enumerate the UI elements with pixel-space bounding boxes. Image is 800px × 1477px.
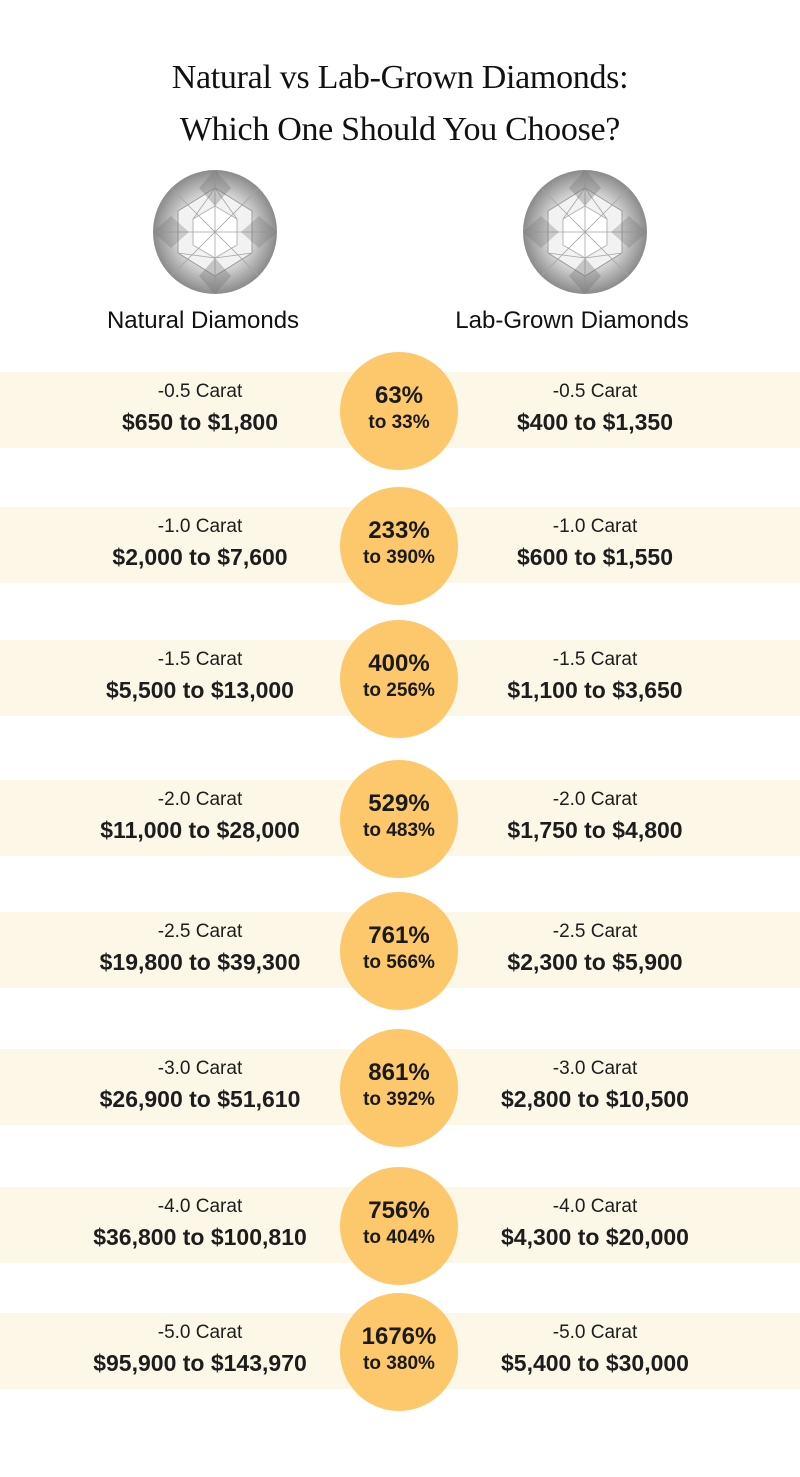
- lab-cell: -1.0 Carat $600 to $1,550: [430, 513, 760, 573]
- lab-carat: -4.0 Carat: [552, 1196, 638, 1217]
- percentage-badge: 529% to 483%: [340, 760, 458, 878]
- percentage-bottom: to 33%: [368, 412, 430, 433]
- percentage-top: 761%: [368, 922, 430, 949]
- percentage-top: 400%: [368, 650, 430, 677]
- natural-cell: -0.5 Carat $650 to $1,800: [35, 378, 365, 438]
- natural-cell: -2.0 Carat $11,000 to $28,000: [35, 786, 365, 846]
- lab-cell: -4.0 Carat $4,300 to $20,000: [430, 1193, 760, 1253]
- lab-carat: -3.0 Carat: [552, 1058, 638, 1079]
- natural-carat: -1.5 Carat: [157, 649, 243, 670]
- comparison-row-3-0ct: -3.0 Carat $26,900 to $51,610 861% to 39…: [0, 1029, 800, 1147]
- natural-carat: -1.0 Carat: [157, 516, 243, 537]
- comparison-row-2-5ct: -2.5 Carat $19,800 to $39,300 761% to 56…: [0, 892, 800, 1010]
- percentage-bottom: to 256%: [363, 680, 435, 701]
- percentage-top: 529%: [368, 790, 430, 817]
- lab-cell: -5.0 Carat $5,400 to $30,000: [430, 1319, 760, 1379]
- natural-price: $19,800 to $39,300: [99, 949, 301, 975]
- percentage-bottom: to 380%: [363, 1353, 435, 1374]
- lab-cell: -2.5 Carat $2,300 to $5,900: [430, 918, 760, 978]
- natural-cell: -3.0 Carat $26,900 to $51,610: [35, 1055, 365, 1115]
- natural-carat: -2.0 Carat: [157, 789, 243, 810]
- natural-cell: -2.5 Carat $19,800 to $39,300: [35, 918, 365, 978]
- percentage-top: 63%: [374, 382, 424, 409]
- lab-price: $400 to $1,350: [516, 409, 673, 435]
- comparison-row-2-0ct: -2.0 Carat $11,000 to $28,000 529% to 48…: [0, 760, 800, 878]
- lab-price: $2,800 to $10,500: [501, 1086, 689, 1112]
- lab-carat: -5.0 Carat: [552, 1322, 638, 1343]
- natural-price: $650 to $1,800: [121, 409, 278, 435]
- lab-carat: -2.5 Carat: [552, 921, 638, 942]
- percentage-badge: 761% to 566%: [340, 892, 458, 1010]
- natural-cell: -1.5 Carat $5,500 to $13,000: [35, 646, 365, 706]
- comparison-row-1-5ct: -1.5 Carat $5,500 to $13,000 400% to 256…: [0, 620, 800, 738]
- comparison-row-1-0ct: -1.0 Carat $2,000 to $7,600 233% to 390%…: [0, 487, 800, 605]
- comparison-row-0-5ct: -0.5 Carat $650 to $1,800 63% to 33% -0.…: [0, 352, 800, 470]
- percentage-badge: 400% to 256%: [340, 620, 458, 738]
- lab-cell: -3.0 Carat $2,800 to $10,500: [430, 1055, 760, 1115]
- lab-cell: -2.0 Carat $1,750 to $4,800: [430, 786, 760, 846]
- comparison-row-5-0ct: -5.0 Carat $95,900 to $143,970 1676% to …: [0, 1293, 800, 1411]
- lab-price: $1,100 to $3,650: [507, 677, 683, 703]
- natural-carat: -5.0 Carat: [157, 1322, 243, 1343]
- natural-carat: -4.0 Carat: [157, 1196, 243, 1217]
- percentage-top: 233%: [368, 517, 430, 544]
- percentage-bottom: to 566%: [363, 952, 435, 973]
- lab-carat: -0.5 Carat: [552, 381, 638, 402]
- natural-price: $2,000 to $7,600: [112, 544, 288, 570]
- percentage-bottom: to 483%: [363, 820, 435, 841]
- natural-price: $26,900 to $51,610: [99, 1086, 301, 1112]
- lab-carat: -1.5 Carat: [552, 649, 638, 670]
- percentage-bottom: to 390%: [363, 547, 435, 568]
- lab-price: $4,300 to $20,000: [501, 1224, 689, 1250]
- percentage-badge: 861% to 392%: [340, 1029, 458, 1147]
- natural-price: $5,500 to $13,000: [106, 677, 294, 703]
- natural-cell: -5.0 Carat $95,900 to $143,970: [35, 1319, 365, 1379]
- natural-price: $36,800 to $100,810: [93, 1224, 307, 1250]
- lab-price: $2,300 to $5,900: [507, 949, 683, 975]
- natural-carat: -3.0 Carat: [157, 1058, 243, 1079]
- natural-carat: -2.5 Carat: [157, 921, 243, 942]
- percentage-top: 756%: [368, 1197, 430, 1224]
- lab-carat: -1.0 Carat: [552, 516, 638, 537]
- natural-carat: -0.5 Carat: [157, 381, 243, 402]
- natural-price: $95,900 to $143,970: [93, 1350, 307, 1376]
- page-title: Natural vs Lab-Grown Diamonds: Which One…: [0, 52, 800, 156]
- percentage-badge: 756% to 404%: [340, 1167, 458, 1285]
- natural-cell: -1.0 Carat $2,000 to $7,600: [35, 513, 365, 573]
- natural-price: $11,000 to $28,000: [100, 817, 300, 843]
- lab-column-heading: Lab-Grown Diamonds: [455, 307, 689, 334]
- percentage-badge: 233% to 390%: [340, 487, 458, 605]
- percentage-top: 1676%: [361, 1323, 437, 1350]
- percentage-bottom: to 404%: [363, 1227, 435, 1248]
- natural-column-heading: Natural Diamonds: [106, 307, 300, 334]
- percentage-top: 861%: [368, 1059, 430, 1086]
- lab-diamond-image: [523, 170, 647, 294]
- percentage-badge: 63% to 33%: [340, 352, 458, 470]
- title-line-1: Natural vs Lab-Grown Diamonds:: [171, 59, 629, 96]
- lab-cell: -0.5 Carat $400 to $1,350: [430, 378, 760, 438]
- title-line-2: Which One Should You Choose?: [179, 111, 621, 148]
- lab-price: $1,750 to $4,800: [507, 817, 683, 843]
- natural-diamond-image: [153, 170, 277, 294]
- percentage-badge: 1676% to 380%: [340, 1293, 458, 1411]
- lab-cell: -1.5 Carat $1,100 to $3,650: [430, 646, 760, 706]
- comparison-row-4-0ct: -4.0 Carat $36,800 to $100,810 756% to 4…: [0, 1167, 800, 1285]
- lab-price: $5,400 to $30,000: [501, 1350, 689, 1376]
- natural-cell: -4.0 Carat $36,800 to $100,810: [35, 1193, 365, 1253]
- percentage-bottom: to 392%: [363, 1089, 435, 1110]
- lab-price: $600 to $1,550: [516, 544, 673, 570]
- lab-carat: -2.0 Carat: [552, 789, 638, 810]
